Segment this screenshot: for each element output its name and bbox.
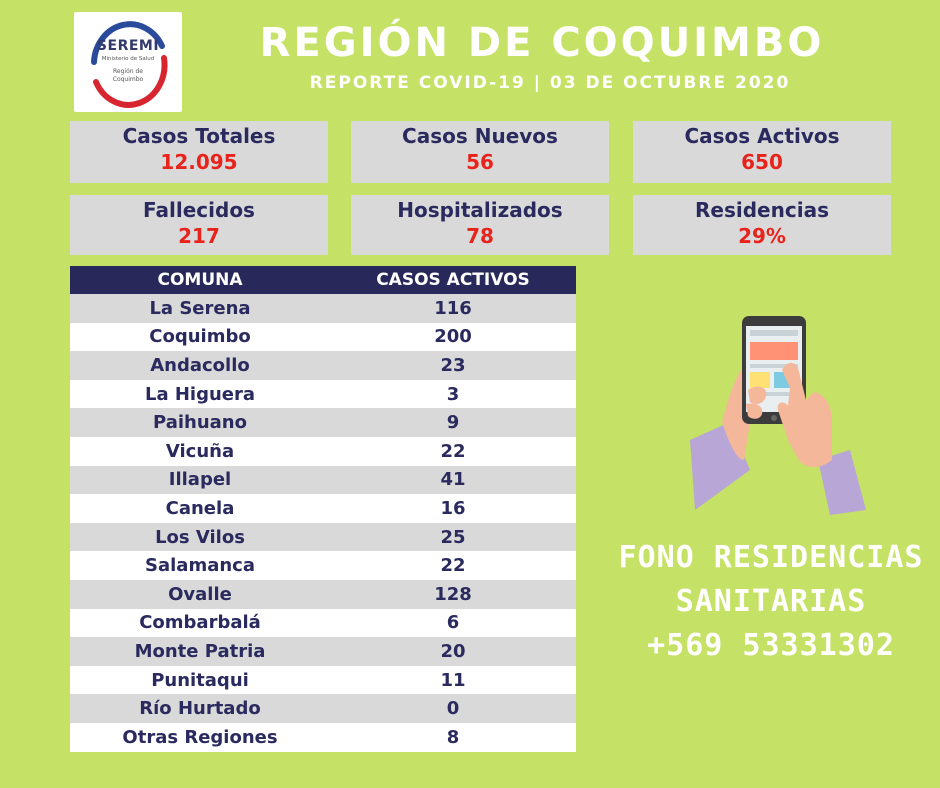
stat-value: 12.095 (160, 150, 238, 174)
header-casos-activos: CASOS ACTIVOS (376, 270, 530, 290)
logo-subtitle: Ministerio de Salud (101, 56, 155, 62)
comuna-cell: La Higuera (144, 383, 256, 405)
casos-activos-cell: 128 (434, 583, 472, 605)
comuna-cell: Salamanca (145, 555, 255, 577)
stat-value: 78 (466, 224, 494, 248)
table-row: Los Vilos 25 (70, 522, 576, 552)
casos-activos-cell: 0 (446, 698, 460, 720)
stat-value: 29% (738, 224, 786, 248)
comuna-cell: Coquimbo (149, 326, 251, 348)
casos-activos-cell: 6 (446, 612, 460, 634)
table-row: Otras Regiones 8 (70, 722, 576, 752)
table-row: Río Hurtado 0 (70, 694, 576, 723)
fono-phone-number: +569 53331302 (647, 628, 895, 663)
stat-label: Casos Nuevos (402, 124, 558, 148)
stat-label: Fallecidos (143, 198, 255, 222)
table-row: La Higuera 3 (70, 379, 576, 409)
seremi-logo: SEREMI Ministerio de Salud Región de Coq… (74, 12, 182, 112)
stat-card-casos-totales: Casos Totales 12.095 (70, 121, 328, 183)
table-body: La Serena 116 Coquimbo 200 Andacollo 23 La Hig… (70, 294, 576, 752)
table-row: Punitaqui 11 (70, 665, 576, 695)
stat-card-fallecidos: Fallecidos 217 (70, 195, 328, 255)
table-row: Andacollo 23 (70, 351, 576, 380)
table-header: COMUNA CASOS ACTIVOS (70, 266, 576, 294)
table-row: La Serena 116 (70, 294, 576, 323)
casos-activos-cell: 3 (446, 383, 460, 405)
header-comuna: COMUNA (157, 270, 243, 290)
stat-card-hospitalizados: Hospitalizados 78 (351, 195, 609, 255)
comuna-cell: La Serena (149, 297, 251, 319)
comuna-cell: Otras Regiones (122, 726, 278, 748)
comuna-cell: Illapel (168, 469, 232, 491)
casos-activos-cell: 22 (440, 440, 466, 462)
comuna-cell: Los Vilos (155, 526, 245, 548)
report-date-subtitle: REPORTE COVID-19 | 03 DE OCTUBRE 2020 (309, 73, 791, 93)
casos-activos-cell: 16 (440, 497, 466, 519)
casos-activos-cell: 200 (434, 326, 472, 348)
stat-card-casos-activos: Casos Activos 650 (633, 121, 891, 183)
stat-value: 56 (466, 150, 494, 174)
comuna-cell: Vicuña (165, 440, 235, 462)
stat-value: 217 (178, 224, 220, 248)
stat-card-residencias: Residencias 29% (633, 195, 891, 255)
casos-activos-cell: 20 (440, 640, 466, 662)
stat-label: Residencias (695, 198, 829, 222)
comuna-cell: Río Hurtado (139, 698, 261, 720)
casos-activos-cell: 22 (440, 555, 466, 577)
page-title: REGIÓN DE COQUIMBO (259, 20, 825, 66)
comuna-cell: Punitaqui (151, 669, 249, 691)
table-row: Monte Patria 20 (70, 637, 576, 666)
stat-value: 650 (741, 150, 783, 174)
logo-ring-icon (91, 21, 168, 108)
table-row: Paihuano 9 (70, 408, 576, 437)
logo-region-name: Coquimbo (112, 76, 144, 83)
comuna-cell: Monte Patria (134, 640, 266, 662)
stat-card-casos-nuevos: Casos Nuevos 56 (351, 121, 609, 183)
logo-region: Región de (113, 68, 143, 75)
table-row: Vicuña 22 (70, 436, 576, 466)
table-row: Ovalle 128 (70, 579, 576, 609)
stat-label: Casos Totales (122, 124, 276, 148)
casos-activos-cell: 23 (440, 354, 466, 376)
fono-line-1: FONO RESIDENCIAS (618, 540, 924, 575)
hands-holding-smartphone-icon (690, 310, 870, 524)
comuna-cell: Paihuano (153, 412, 247, 434)
casos-activos-cell: 8 (446, 726, 460, 748)
fono-line-2: SANITARIAS (675, 584, 867, 619)
table-row: Illapel 41 (70, 465, 576, 495)
comuna-cell: Ovalle (168, 583, 232, 605)
casos-activos-cell: 116 (434, 297, 472, 319)
stat-label: Hospitalizados (397, 198, 563, 222)
casos-activos-cell: 9 (446, 412, 460, 434)
stat-label: Casos Activos (684, 124, 840, 148)
logo-title: SEREMI (96, 38, 160, 54)
fono-residencias-block: FONO RESIDENCIAS SANITARIAS +569 5333130… (612, 536, 930, 668)
table-row: Canela 16 (70, 494, 576, 523)
comuna-cell: Andacollo (150, 354, 250, 376)
table-row: Salamanca 22 (70, 551, 576, 580)
casos-activos-cell: 41 (440, 469, 466, 491)
comuna-cell: Canela (165, 497, 235, 519)
table-row: Combarbalá 6 (70, 608, 576, 638)
casos-activos-cell: 25 (440, 526, 466, 548)
comunas-table: COMUNA CASOS ACTIVOS La Serena 116 Coquimb… (70, 266, 576, 752)
casos-activos-cell: 11 (440, 669, 466, 691)
comuna-cell: Combarbalá (139, 612, 261, 634)
table-row: Coquimbo 200 (70, 322, 576, 352)
